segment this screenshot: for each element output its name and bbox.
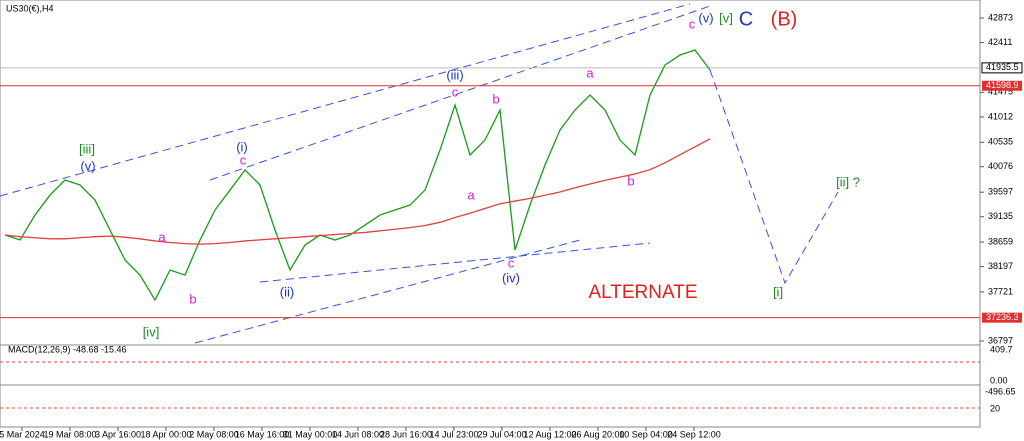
x-tick-label: 31 May 00:00 <box>283 429 338 439</box>
y-tick-label: 37721 <box>988 286 1013 296</box>
wave-label: (B) <box>771 8 798 30</box>
macd-tick: 20 <box>990 403 1000 413</box>
wave-label: (v) <box>698 10 713 25</box>
series-line <box>4 138 711 245</box>
trend-lines <box>0 3 839 344</box>
wave-label: [iii] <box>79 141 95 156</box>
x-tick-label: 2 May 08:00 <box>189 429 239 439</box>
x-tick-label: 12 Aug 12:00 <box>523 429 576 439</box>
wave-label: (iv) <box>502 270 520 285</box>
wave-label: c <box>240 152 247 167</box>
x-tick-label: 16 May 16:00 <box>235 429 290 439</box>
wave-label: c <box>452 84 459 99</box>
wave-label: [v] <box>719 10 733 25</box>
y-tick-label: 41012 <box>988 111 1013 121</box>
macd-tick: -496.65 <box>985 386 1016 396</box>
x-tick-label: 29 Jul 04:00 <box>477 429 526 439</box>
wave-label: c <box>689 16 696 31</box>
wave-label: [i] <box>773 284 783 299</box>
y-tick-label: 40535 <box>988 137 1013 147</box>
last-price-label: 41935.5 <box>986 62 1019 72</box>
wave-label: (iii) <box>446 67 463 82</box>
wave-label: a <box>158 229 166 244</box>
x-tick-label: 10 Sep 04:00 <box>619 429 673 439</box>
wave-label: c <box>508 255 515 270</box>
wave-label: b <box>189 291 196 306</box>
wave-label: C <box>739 8 753 30</box>
y-tick-label: 38197 <box>988 261 1013 271</box>
level-box <box>982 80 1022 91</box>
y-tick-label: 42873 <box>988 12 1013 22</box>
x-tick-label: 5 Mar 2024 <box>0 429 45 439</box>
wave-label: (ii) <box>280 284 294 299</box>
last-price-box <box>981 62 1023 74</box>
x-tick-label: 14 Jun 08:00 <box>332 429 384 439</box>
x-tick-label: 26 Aug 20:00 <box>571 429 624 439</box>
x-tick-label: 18 Apr 00:00 <box>140 429 191 439</box>
y-tick-label: 40076 <box>988 161 1013 171</box>
macd-tick: 409.7 <box>990 344 1013 354</box>
x-tick-label: 14 Jul 23:00 <box>429 429 478 439</box>
wave-label: b <box>492 91 499 106</box>
macd-tick: 0.00 <box>990 375 1008 385</box>
wave-label: [iv] <box>143 324 160 339</box>
wave-label: (v) <box>80 158 95 173</box>
wave-label: ALTERNATE <box>588 282 697 303</box>
macd-label: MACD(12,26,9) -48.68 -15.46 <box>8 344 127 354</box>
wave-label: a <box>586 65 594 80</box>
chart-title: US30(€),H4 <box>6 3 54 13</box>
y-tick-label: 39135 <box>988 211 1013 221</box>
y-tick-label: 41475 <box>988 87 1013 97</box>
y-tick-label: 39597 <box>988 187 1013 197</box>
series-line <box>4 49 711 302</box>
y-tick-label: 38659 <box>988 236 1013 246</box>
level-box <box>982 312 1022 323</box>
y-tick-label: 42411 <box>988 37 1012 47</box>
level-label: 37236.3 <box>986 312 1019 322</box>
x-tick-label: 3 Apr 16:00 <box>95 429 141 439</box>
wave-label: b <box>627 173 634 188</box>
x-tick-label: 19 Mar 08:00 <box>43 429 96 439</box>
level-label: 41598.9 <box>986 80 1019 90</box>
x-tick-label: 24 Sep 12:00 <box>667 429 721 439</box>
wave-label: [ii] ? <box>836 174 860 189</box>
plot-frame <box>0 0 981 428</box>
x-tick-label: 28 Jun 16:00 <box>380 429 432 439</box>
wave-label: a <box>467 187 475 202</box>
y-tick-label: 36797 <box>988 335 1013 345</box>
macd-levels <box>0 361 980 409</box>
wave-label: (i) <box>236 139 248 154</box>
